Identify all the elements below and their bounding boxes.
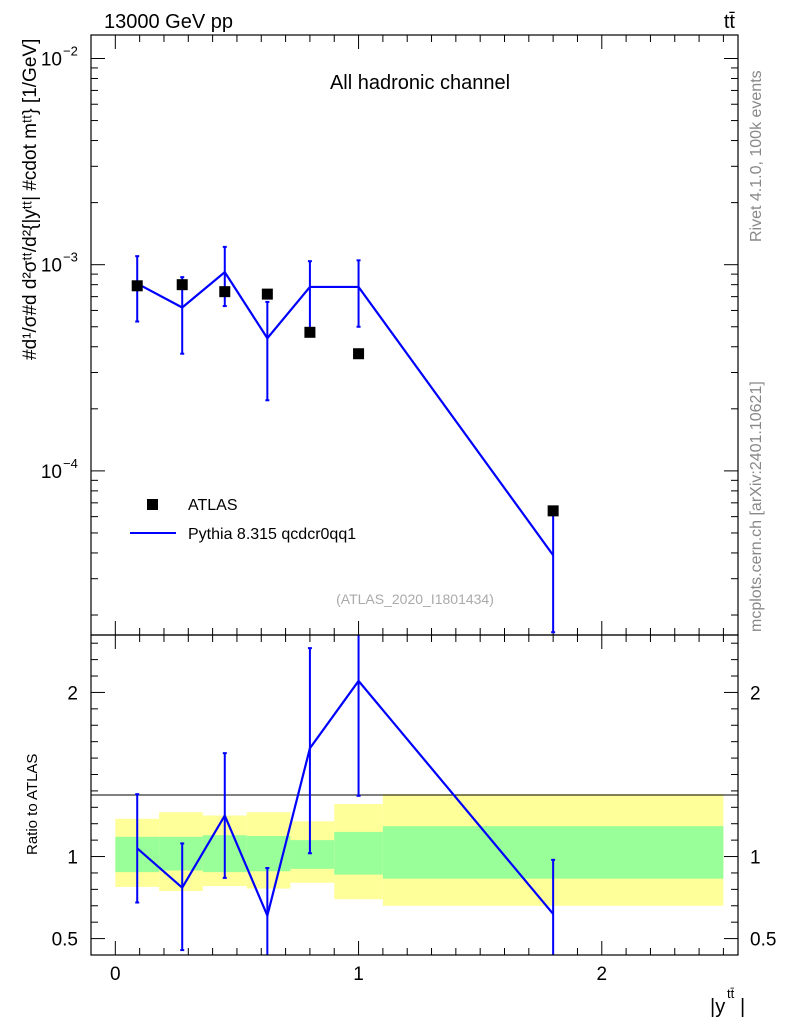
x-axis-label-main: |y (710, 996, 725, 1018)
atlas-data-point (131, 280, 143, 292)
x-axis-label-end: | (740, 996, 745, 1018)
main-y-tick-exponent: −4 (63, 456, 78, 471)
stat-uncertainty-band (290, 840, 335, 869)
ratio-y-tick-label-right: 1 (750, 848, 761, 869)
analysis-watermark: (ATLAS_2020_I1801434) (336, 591, 494, 607)
main-panel: 10−210−310−4 (41, 34, 739, 636)
main-y-tick-exponent: −2 (63, 43, 78, 58)
atlas-data-point (176, 279, 188, 291)
ratio-x-tick-label: 1 (353, 964, 364, 985)
main-y-tick-label: 10 (41, 49, 62, 70)
main-y-tick-label: 10 (41, 462, 62, 483)
energy-label: 13000 GeV pp (104, 11, 233, 33)
legend: ATLAS Pythia 8.315 qcdcr0qq1 (130, 497, 356, 543)
x-axis-label-superscript: tt̄ (727, 986, 735, 1001)
ratio-x-tick-label: 2 (597, 964, 608, 985)
ratio-frame (90, 634, 739, 956)
ratio-ticks: 0.5 0.5 1 1 2 2 0 1 2 (52, 635, 776, 985)
stat-uncertainty-band (334, 831, 383, 875)
atlas-data-point (219, 286, 231, 298)
ratio-series-layer (135, 635, 556, 955)
atlas-data-point (304, 326, 316, 338)
main-y-tick-label: 10 (41, 256, 62, 277)
legend-atlas-label: ATLAS (188, 497, 238, 514)
ratio-y-axis-label: Ratio to ATLAS (24, 754, 41, 855)
ratio-y-tick-label-right: 2 (750, 683, 761, 704)
ratio-y-tick-label-left: 0.5 (52, 930, 78, 951)
ratio-y-tick-label-right: 0.5 (750, 930, 776, 951)
ratio-uncertainty-bands (115, 794, 724, 906)
atlas-data-point (547, 505, 559, 517)
main-y-tick-exponent: −3 (63, 250, 78, 265)
main-frame (90, 34, 739, 636)
atlas-data-point (261, 288, 273, 300)
mc-prediction-line (136, 270, 555, 556)
atlas-data-point (353, 348, 365, 360)
mcplots-source-label: mcplots.cern.ch [arXiv:2401.10621] (748, 381, 765, 632)
chart-title: All hadronic channel (330, 72, 510, 94)
legend-pythia-label: Pythia 8.315 qcdcr0qq1 (188, 526, 356, 543)
ratio-x-tick-label: 0 (110, 964, 121, 985)
main-y-ticks: 10−210−310−4 (41, 35, 738, 635)
ratio-panel: 0.5 0.5 1 1 2 2 0 1 2 (52, 634, 776, 985)
ratio-y-tick-label-left: 1 (67, 848, 78, 869)
main-series-layer (131, 245, 559, 634)
main-y-axis-label: #d¹/σ#d d²σᵗᵗ/d²{|yᵗᵗ| #cdot mᵗᵗ} [1/GeV… (20, 39, 41, 360)
ratio-prediction-line (136, 679, 554, 920)
legend-atlas-marker (147, 499, 158, 510)
ratio-y-tick-label-left: 2 (67, 683, 78, 704)
process-label: tt̄ (724, 11, 736, 33)
rivet-version-label: Rivet 4.1.0, 100k events (748, 70, 765, 242)
x-axis-label: |y tt̄ | (710, 986, 745, 1018)
